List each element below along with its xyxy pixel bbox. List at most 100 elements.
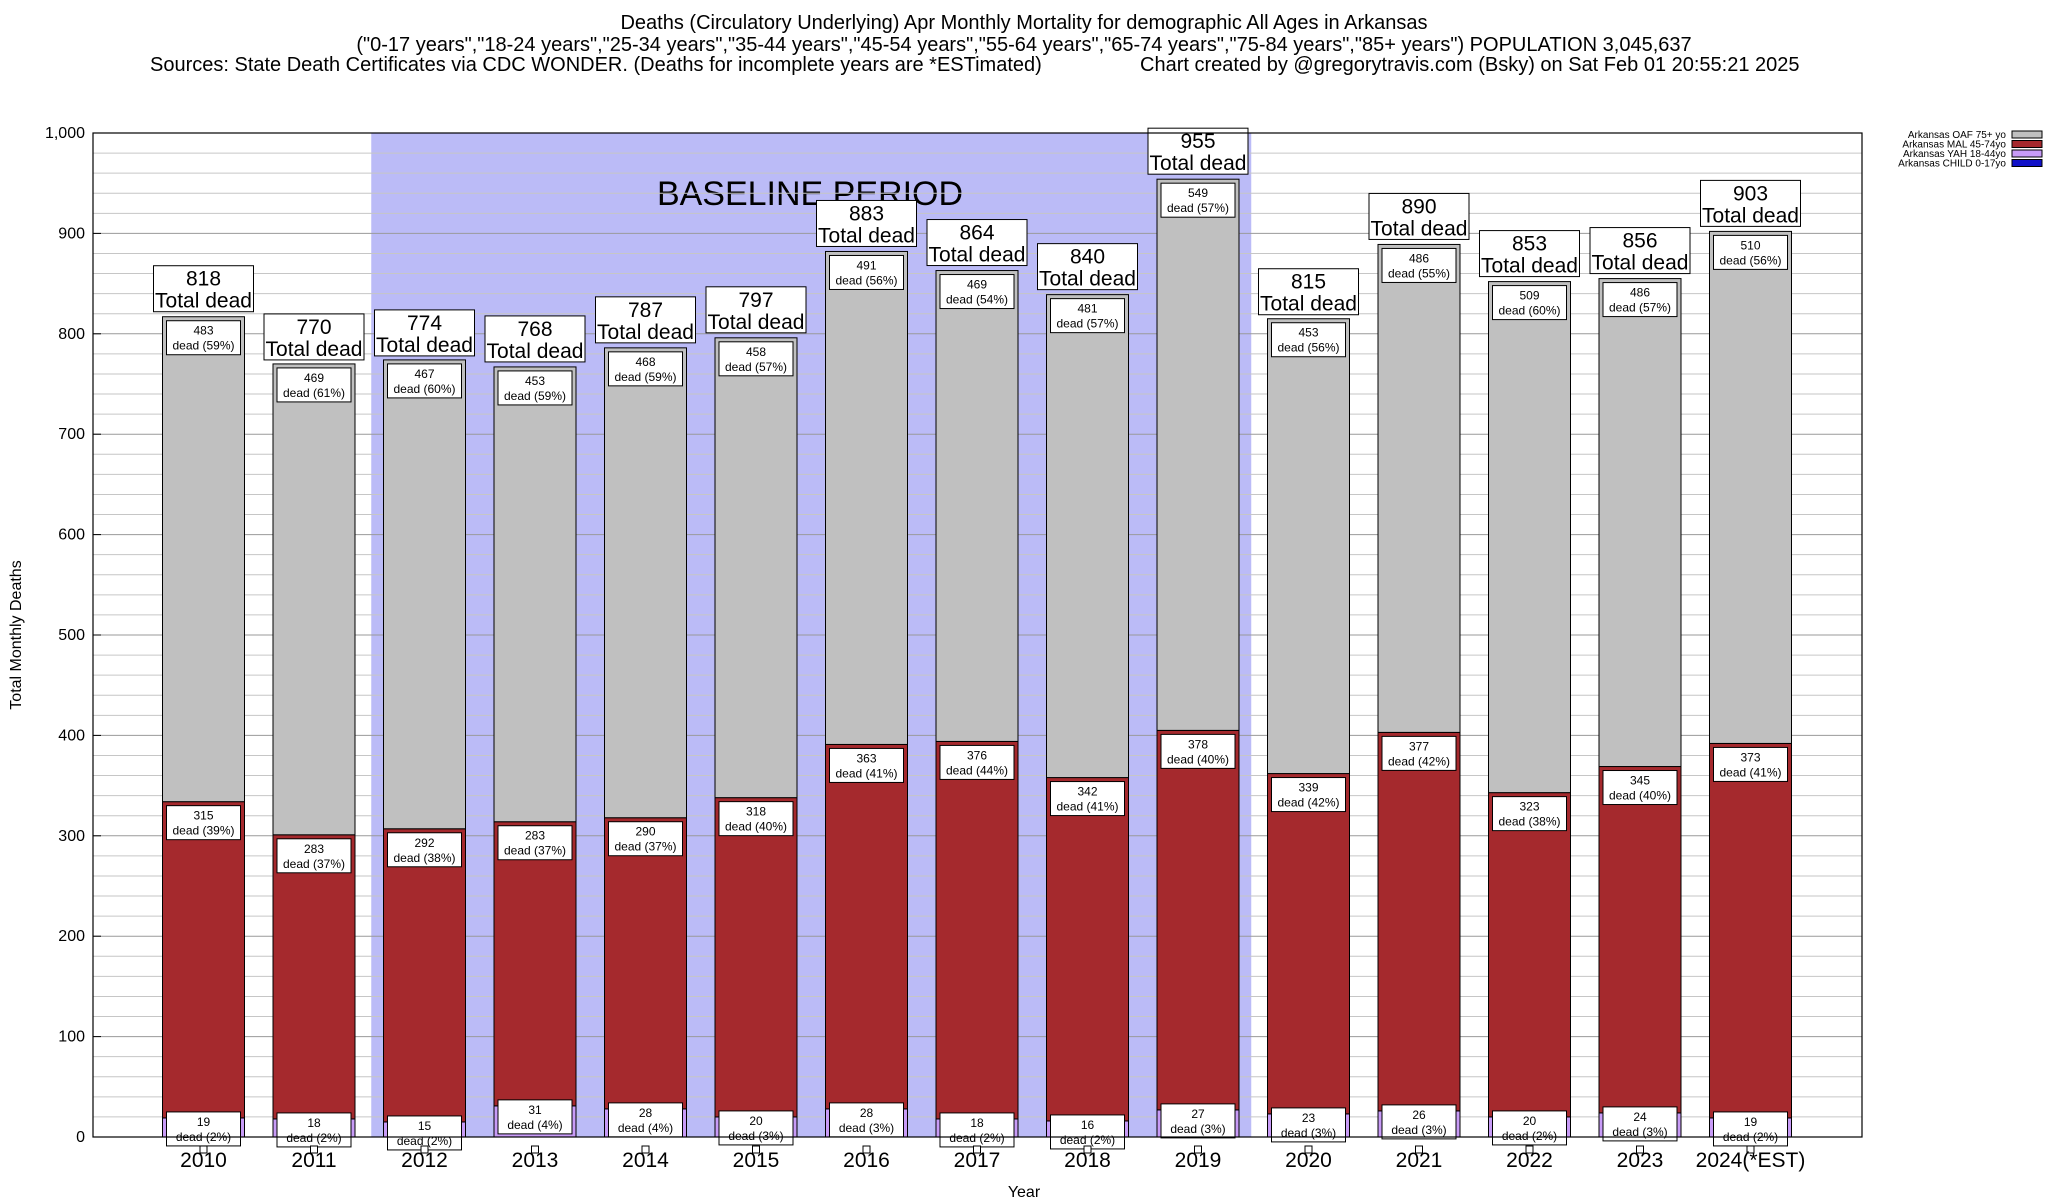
segment-label-box: [1160, 182, 1236, 218]
segment-value-label: 28: [860, 1106, 874, 1120]
bar-segment: [383, 828, 466, 1123]
segment-pct-label: dead (39%): [172, 824, 234, 838]
segment-value-label: 23: [1302, 1111, 1316, 1125]
y-tick-label: 100: [58, 1029, 85, 1046]
bar-segment: [1488, 281, 1571, 794]
segment-label-box: [387, 363, 462, 399]
segment-label-box: [939, 274, 1015, 310]
segment-value-label: 377: [1409, 739, 1429, 753]
segment-pct-label: dead (3%): [1612, 1125, 1667, 1139]
segment-value-label: 458: [746, 345, 766, 359]
bar-segment: [1046, 294, 1129, 779]
segment-label-box: [608, 1102, 683, 1138]
segment-pct-label: dead (38%): [393, 851, 455, 865]
segment-pct-label: dead (40%): [1609, 789, 1671, 803]
bar-segment: [1598, 766, 1682, 1114]
segment-label-box: [1271, 1107, 1346, 1143]
total-text-label: Total dead: [155, 290, 252, 313]
segment-pct-label: dead (42%): [1388, 754, 1450, 768]
legend-label: Arkansas OAF 75+ yo: [1908, 130, 2007, 141]
segment-pct-label: dead (57%): [1609, 301, 1671, 315]
bar-segment: [1377, 731, 1461, 1112]
segment-value-label: 24: [1633, 1110, 1647, 1124]
bar-segment: [935, 740, 1019, 1120]
total-text-label: Total dead: [1371, 217, 1468, 240]
segment-value-label: 323: [1519, 800, 1539, 814]
segment-value-label: 292: [414, 836, 434, 850]
x-axis-title: Year: [1008, 1184, 1041, 1200]
segment-pct-label: dead (61%): [283, 386, 345, 400]
segment-label-box: [387, 1115, 462, 1151]
segment-label-box: [1381, 1104, 1457, 1140]
segment-value-label: 469: [967, 278, 987, 292]
segment-value-label: 363: [856, 751, 876, 765]
bar-segment: [714, 797, 798, 1118]
total-label-box: [1258, 268, 1359, 316]
total-value-label: 818: [186, 268, 221, 291]
total-label-box: [816, 199, 917, 247]
x-tick-label: 2013: [512, 1149, 559, 1172]
segment-label-box: [166, 805, 241, 841]
segment-label-box: [939, 1112, 1015, 1148]
segment-label-box: [1050, 1114, 1125, 1150]
total-text-label: Total dead: [376, 334, 473, 357]
segment-pct-label: dead (3%): [1391, 1123, 1446, 1137]
total-value-label: 840: [1070, 246, 1105, 269]
segment-value-label: 376: [967, 748, 987, 762]
segment-value-label: 469: [304, 371, 324, 385]
legend-swatch: [2011, 149, 2043, 158]
bar-segment: [825, 743, 908, 1110]
total-value-label: 903: [1733, 182, 1768, 205]
segment-label-box: [276, 1112, 352, 1148]
total-label-box: [153, 265, 254, 313]
segment-label-box: [1713, 746, 1788, 782]
segment-pct-label: dead (40%): [725, 820, 787, 834]
bar-segment: [272, 363, 356, 836]
axis-layer: 2010 2011 2012 2013 2014 2015 2016 2017 2018 2019…: [8, 125, 1863, 1200]
segment-label-box: [1271, 322, 1346, 358]
total-value-label: 890: [1401, 195, 1436, 218]
total-label-box: [926, 219, 1028, 267]
segment-value-label: 18: [970, 1116, 984, 1130]
segment-value-label: 486: [1630, 286, 1650, 300]
segment-pct-label: dead (3%): [839, 1121, 894, 1135]
y-tick-label: 200: [58, 928, 85, 945]
segment-value-label: 345: [1630, 774, 1650, 788]
segment-label-box: [718, 801, 794, 837]
segment-value-label: 18: [307, 1116, 321, 1130]
total-text-label: Total dead: [1260, 293, 1357, 316]
total-label-box: [1589, 227, 1691, 275]
segment-label-box: [1160, 733, 1236, 769]
total-label-box: [263, 313, 365, 361]
bar-segment: [1488, 792, 1571, 1118]
total-text-label: Total dead: [1592, 252, 1689, 275]
segment-pct-label: dead (38%): [1498, 815, 1560, 829]
segment-label-box: [1160, 1103, 1236, 1139]
total-value-label: 883: [849, 202, 884, 225]
segment-label-box: [497, 825, 573, 861]
total-value-label: 815: [1291, 271, 1326, 294]
child-marker: [1304, 1145, 1313, 1154]
bar-segment: [493, 366, 577, 823]
segment-value-label: 20: [1523, 1114, 1537, 1128]
x-tick-label: 2018: [1064, 1149, 1111, 1172]
segment-pct-label: dead (2%): [949, 1131, 1004, 1145]
credit-text: Chart created by @gregorytravis.com (Bsk…: [1140, 54, 1800, 76]
legend-label: Arkansas CHILD 0-17yo: [1898, 159, 2006, 170]
segment-value-label: 373: [1740, 750, 1760, 764]
y-tick-label: 800: [58, 326, 85, 343]
child-marker: [752, 1145, 760, 1154]
segment-pct-label: dead (2%): [1502, 1129, 1557, 1143]
child-marker: [531, 1145, 539, 1154]
segment-value-label: 467: [414, 367, 434, 381]
segment-label-box: [1050, 298, 1125, 334]
segment-label-box: [718, 1110, 794, 1146]
segment-pct-label: dead (37%): [614, 840, 676, 854]
child-marker: [1525, 1145, 1534, 1154]
segment-label-box: [718, 341, 794, 377]
segment-value-label: 453: [525, 374, 545, 388]
segment-label-box: [1381, 735, 1457, 771]
segment-label-box: [166, 1111, 241, 1147]
chart-title: Deaths (Circulatory Underlying) Apr Mont…: [620, 12, 1428, 34]
